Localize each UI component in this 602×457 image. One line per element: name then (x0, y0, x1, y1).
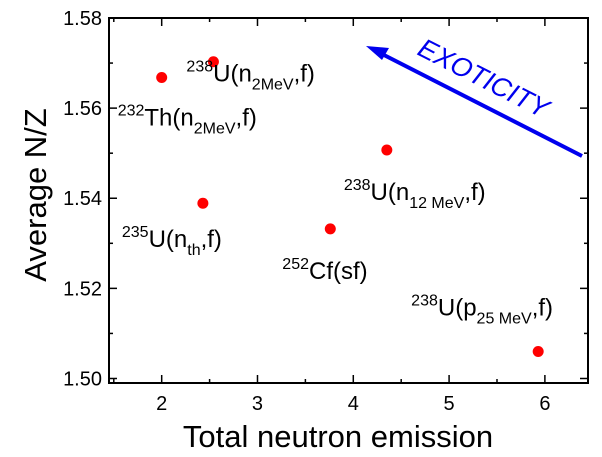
point-label-part: Th(n (144, 104, 193, 131)
point-label-part: ,f) (294, 61, 315, 88)
y-tick-label: 1.58 (63, 8, 102, 30)
point-label-part: ,f) (532, 294, 553, 321)
point-label-part: ,f) (236, 104, 257, 131)
y-tick-label: 1.56 (63, 98, 102, 120)
point-label: 232Th(n2MeV,f) (118, 102, 257, 137)
point-label-part: ,f) (464, 179, 485, 206)
x-tick-label: 2 (156, 393, 167, 415)
data-point (156, 71, 168, 83)
y-tick-label: 1.52 (63, 278, 102, 300)
exoticity-annotation: EXOTICITY (366, 33, 583, 158)
point-label-part: U(n (149, 226, 188, 253)
data-point (381, 144, 393, 156)
exoticity-arrow-head (366, 46, 389, 60)
y-axis-label: Average N/Z (18, 108, 53, 281)
axes (108, 17, 589, 384)
point-label-part: 238 (344, 177, 371, 194)
point-label-part: 232 (118, 102, 145, 119)
point-label-part: U(n (371, 179, 410, 206)
x-tick-label: 6 (539, 393, 550, 415)
point-label-part: U(p (438, 294, 477, 321)
point-label: 238U(n12 MeV,f) (344, 177, 486, 212)
point-label: 238U(n2MeV,f) (186, 59, 315, 94)
x-tick-label: 3 (252, 393, 263, 415)
point-label-part: Cf(sf) (309, 258, 368, 285)
point-label-part: 12 MeV (409, 195, 464, 212)
point-label-part: 238 (186, 59, 213, 76)
point-label: 235U(nth,f) (122, 224, 222, 259)
data-point (207, 56, 219, 68)
point-labels: 232Th(n2MeV,f)238U(n2MeV,f)235U(nth,f)25… (118, 59, 553, 328)
point-label: 252Cf(sf) (282, 256, 367, 285)
x-axis-label: Total neutron emission (183, 419, 493, 454)
point-label: 238U(p25 MeV,f) (411, 292, 553, 327)
data-point (532, 345, 544, 357)
exoticity-arrow-shaft (381, 52, 583, 158)
plot-frame (108, 17, 589, 384)
data-point (197, 197, 209, 209)
x-tick-label: 4 (348, 393, 359, 415)
point-label-part: 25 MeV (477, 310, 532, 327)
data-point (324, 223, 336, 235)
point-label-part: th (187, 242, 200, 259)
x-tick-label: 5 (444, 393, 455, 415)
point-label-part: 252 (282, 256, 309, 273)
y-tick-label: 1.54 (63, 188, 102, 210)
point-label-part: 2MeV (194, 120, 236, 137)
point-label-part: 2MeV (252, 77, 294, 94)
ticks: 2 3 4 5 6 1.50 1.52 1.54 1.56 1.58 (63, 8, 588, 415)
point-label-part: ,f) (201, 226, 222, 253)
point-label-part: 235 (122, 224, 149, 241)
point-label-part: U(n (213, 61, 252, 88)
point-label-part: 238 (411, 292, 438, 309)
data-points (156, 56, 544, 357)
y-tick-label: 1.50 (63, 368, 102, 390)
